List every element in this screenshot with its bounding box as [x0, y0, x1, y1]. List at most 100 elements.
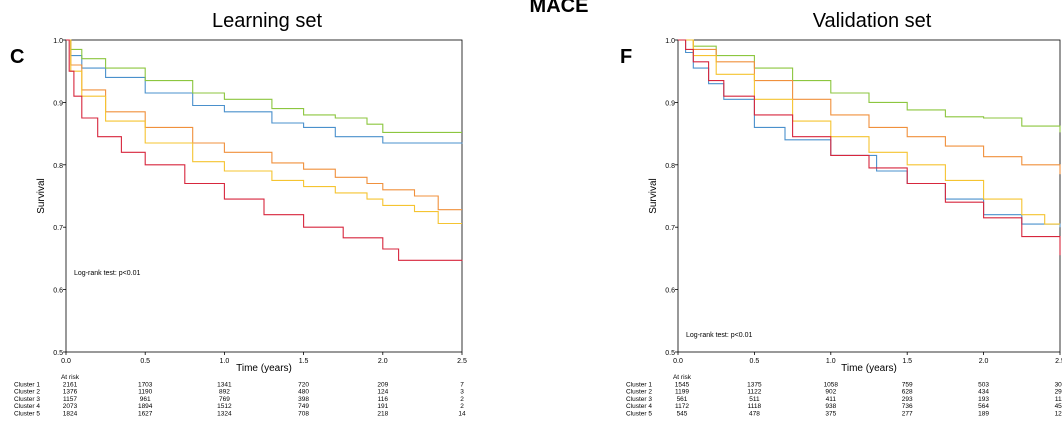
x-tick-label: 2.0	[378, 358, 388, 365]
x-tick-label: 2.5	[1055, 358, 1062, 365]
survival-curve-cluster-4	[678, 39, 1060, 225]
at-risk-value: 902	[825, 389, 836, 396]
x-tick-label: 0.5	[750, 358, 760, 365]
at-risk-header: At risk	[61, 374, 80, 381]
at-risk-row-label: Cluster 5	[626, 410, 652, 417]
at-risk-value: 193	[978, 396, 989, 403]
at-risk-value: 293	[902, 396, 913, 403]
at-risk-row-label: Cluster 5	[14, 410, 40, 417]
at-risk-value: 411	[826, 396, 837, 403]
at-risk-value: 3	[460, 389, 464, 396]
chart-title: Learning set	[212, 10, 323, 32]
at-risk-value: 628	[902, 389, 913, 396]
at-risk-value: 1341	[217, 382, 232, 389]
at-risk-value: 1118	[748, 403, 762, 410]
at-risk-value: 1703	[138, 382, 153, 389]
y-tick-label: 0.9	[665, 100, 675, 107]
at-risk-value: 2161	[63, 382, 78, 389]
survival-curve-cluster-3	[66, 39, 462, 211]
at-risk-value: 189	[978, 410, 989, 417]
at-risk-value: 434	[978, 389, 989, 396]
x-axis-label: Time (years)	[236, 363, 292, 374]
at-risk-value: 938	[825, 403, 836, 410]
at-risk-value: 209	[377, 382, 388, 389]
x-tick-label: 1.0	[220, 358, 230, 365]
at-risk-value: 1199	[675, 389, 689, 396]
plot-frame	[677, 39, 1061, 353]
at-risk-row-label: Cluster 4	[14, 403, 40, 410]
at-risk-value: 2	[460, 403, 464, 410]
at-risk-value: 1058	[824, 382, 839, 389]
y-tick-label: 0.9	[53, 100, 63, 107]
at-risk-value: 277	[902, 410, 913, 417]
at-risk-value: 129	[1055, 410, 1062, 417]
at-risk-value: 1627	[138, 410, 153, 417]
at-risk-row-label: Cluster 1	[14, 382, 40, 389]
at-risk-value: 2073	[63, 403, 78, 410]
at-risk-row-label: Cluster 1	[626, 382, 652, 389]
at-risk-value: 1324	[217, 410, 232, 417]
at-risk-value: 511	[749, 396, 760, 403]
y-tick-label: 0.7	[665, 225, 675, 232]
at-risk-value: 14	[458, 410, 466, 417]
at-risk-value: 708	[298, 410, 309, 417]
at-risk-header: At risk	[673, 374, 692, 381]
x-tick-label: 2.0	[979, 358, 989, 365]
y-tick-label: 0.5	[665, 350, 675, 357]
chart-title: Validation set	[813, 10, 932, 32]
at-risk-row-label: Cluster 3	[626, 396, 652, 403]
at-risk-value: 759	[902, 382, 913, 389]
at-risk-value: 218	[377, 410, 388, 417]
at-risk-value: 299	[1055, 389, 1062, 396]
at-risk-value: 1512	[217, 403, 232, 410]
x-tick-label: 0.5	[140, 358, 150, 365]
at-risk-value: 309	[1055, 382, 1062, 389]
log-rank-annotation: Log-rank test: p<0.01	[686, 332, 752, 339]
at-risk-value: 769	[219, 396, 230, 403]
y-tick-label: 0.6	[53, 288, 63, 295]
at-risk-value: 7	[460, 382, 464, 389]
y-tick-label: 0.5	[53, 350, 63, 357]
at-risk-value: 480	[298, 389, 309, 396]
y-axis-label: Survival	[36, 178, 47, 214]
at-risk-value: 749	[298, 403, 309, 410]
x-tick-label: 1.0	[826, 358, 836, 365]
at-risk-value: 398	[298, 396, 309, 403]
at-risk-value: 892	[219, 389, 230, 396]
at-risk-value: 116	[378, 396, 389, 403]
at-risk-value: 1172	[675, 403, 689, 410]
at-risk-value: 1824	[63, 410, 78, 417]
at-risk-value: 561	[677, 396, 688, 403]
at-risk-row-label: Cluster 2	[14, 389, 40, 396]
at-risk-value: 1190	[138, 389, 152, 396]
x-tick-label: 0.0	[61, 358, 71, 365]
at-risk-value: 478	[749, 410, 760, 417]
at-risk-value: 1545	[675, 382, 690, 389]
log-rank-annotation: Log-rank test: p<0.01	[74, 270, 140, 277]
at-risk-value: 2	[460, 396, 464, 403]
at-risk-value: 1375	[747, 382, 762, 389]
at-risk-value: 1894	[138, 403, 153, 410]
figure-title: MACE	[530, 0, 589, 17]
plot-frame	[65, 39, 463, 353]
y-tick-label: 0.8	[665, 163, 675, 170]
y-tick-label: 0.7	[53, 225, 63, 232]
x-tick-label: 0.0	[673, 358, 683, 365]
at-risk-value: 736	[902, 403, 913, 410]
survival-curve-cluster-1	[66, 39, 463, 144]
survival-curve-cluster-5	[66, 39, 463, 261]
at-risk-value: 112	[1055, 396, 1062, 403]
survival-curve-cluster-2	[66, 39, 462, 133]
panel-letter: F	[620, 46, 632, 68]
y-axis-label: Survival	[648, 178, 659, 214]
survival-curve-cluster-3	[678, 39, 1061, 175]
at-risk-value: 1157	[63, 396, 77, 403]
y-tick-label: 1.0	[53, 38, 63, 45]
at-risk-row-label: Cluster 2	[626, 389, 652, 396]
at-risk-value: 545	[677, 410, 688, 417]
at-risk-value: 564	[978, 403, 989, 410]
at-risk-value: 503	[978, 382, 989, 389]
at-risk-value: 454	[1055, 403, 1062, 410]
